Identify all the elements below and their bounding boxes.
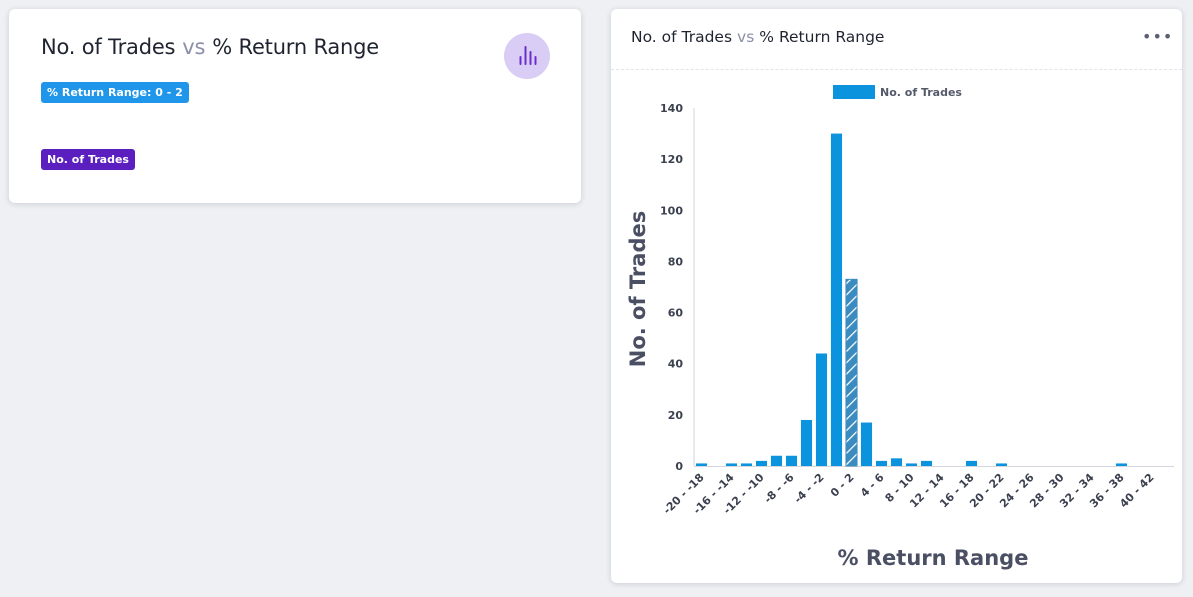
chart-title: No. of Trades vs% Return Range	[631, 28, 884, 46]
bar[interactable]	[860, 422, 873, 466]
bar[interactable]	[905, 463, 918, 466]
y-tick-label: 60	[668, 307, 684, 320]
summary-title-vs: vs	[182, 35, 206, 59]
bar[interactable]	[920, 460, 933, 466]
summary-card: No. of Trades vs% Return Range % Return R…	[9, 9, 581, 203]
bar[interactable]	[755, 460, 768, 466]
trades-badge: No. of Trades	[41, 149, 135, 170]
bar[interactable]	[1115, 463, 1128, 466]
bar-chart-icon[interactable]	[504, 33, 550, 79]
summary-title: No. of Trades vs% Return Range	[41, 35, 379, 59]
bar[interactable]	[740, 463, 753, 466]
more-horizontal-icon[interactable]: •••	[1142, 27, 1174, 46]
bar[interactable]	[890, 458, 903, 466]
bar[interactable]	[695, 463, 708, 466]
bar[interactable]	[800, 419, 813, 466]
y-tick-label: 140	[660, 102, 683, 115]
x-tick-label: 0 - 2	[828, 471, 857, 500]
summary-title-right: % Return Range	[212, 35, 380, 59]
y-tick-label: 0	[675, 460, 683, 473]
y-tick-label: 120	[660, 153, 683, 166]
y-tick-label: 20	[668, 409, 684, 422]
bar[interactable]	[965, 460, 978, 466]
chart-title-right: % Return Range	[759, 28, 885, 46]
bar[interactable]	[830, 133, 843, 466]
bar[interactable]	[725, 463, 738, 466]
chart-card: No. of Trades vs% Return Range ••• No. of…	[611, 9, 1182, 583]
bar[interactable]	[785, 455, 798, 466]
x-tick-label: -8 - -6	[761, 471, 796, 506]
bar-selected[interactable]	[845, 278, 858, 467]
y-tick-label: 40	[668, 358, 684, 371]
bar[interactable]	[875, 460, 888, 466]
chart-title-vs: vs	[737, 28, 755, 46]
summary-title-left: No. of Trades	[41, 35, 176, 59]
y-tick-label: 80	[668, 255, 684, 268]
bar[interactable]	[815, 353, 828, 466]
bar[interactable]	[770, 455, 783, 466]
bar[interactable]	[995, 463, 1008, 466]
x-axis-title: % Return Range	[838, 546, 1029, 570]
chart-title-left: No. of Trades	[631, 28, 733, 46]
y-axis-title: No. of Trades	[626, 211, 650, 368]
y-tick-label: 100	[660, 204, 683, 217]
legend-swatch[interactable]	[833, 85, 875, 99]
return-range-badge: % Return Range: 0 - 2	[41, 82, 189, 103]
legend-label[interactable]: No. of Trades	[880, 86, 962, 99]
chart-header: No. of Trades vs% Return Range •••	[611, 9, 1182, 70]
x-tick-label: -4 - -2	[791, 471, 826, 506]
